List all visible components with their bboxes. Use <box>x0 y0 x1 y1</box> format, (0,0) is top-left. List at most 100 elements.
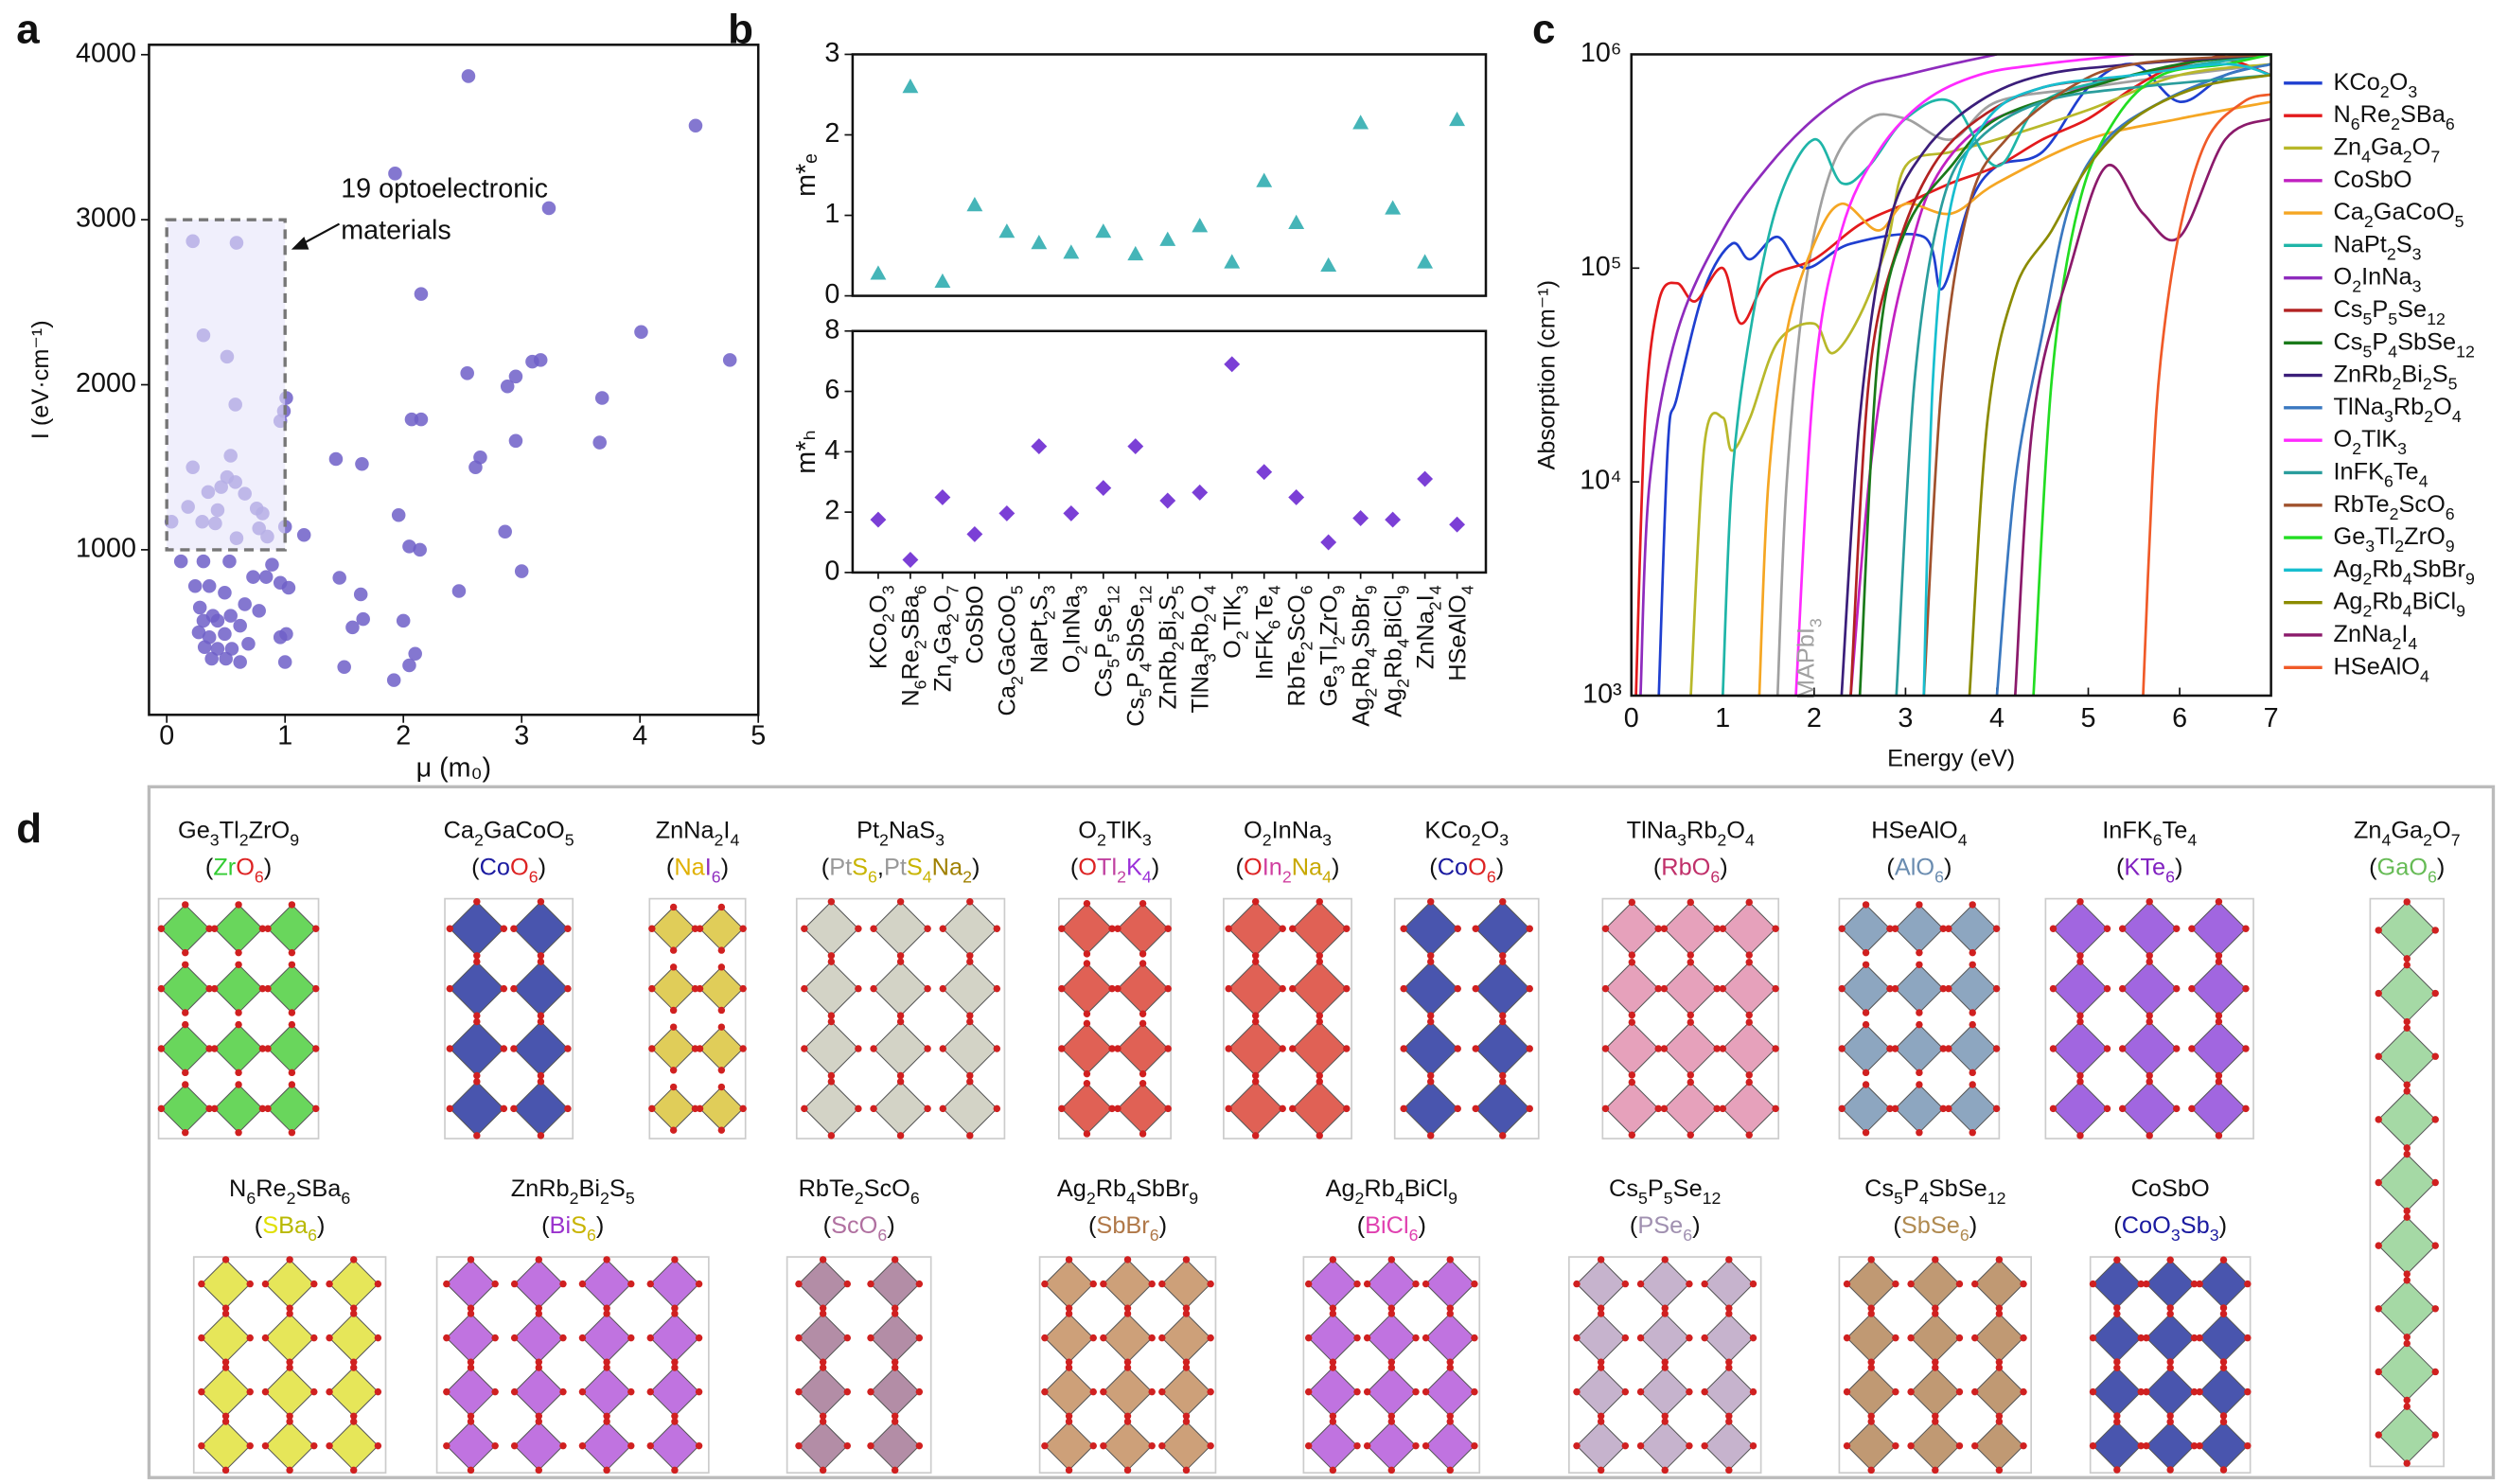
atom <box>1316 952 1323 960</box>
atom <box>669 1083 678 1091</box>
polyhedron-part: Tl2 <box>1097 854 1126 886</box>
atom <box>537 1132 545 1140</box>
atom <box>2431 1178 2439 1187</box>
atom <box>1499 1012 1507 1019</box>
atom <box>326 1334 333 1342</box>
polyhedron <box>1424 1421 1475 1472</box>
atom <box>1387 1256 1396 1263</box>
atom <box>312 1045 320 1052</box>
atom <box>467 1412 475 1421</box>
atom <box>801 984 808 993</box>
atom <box>1772 1104 1779 1113</box>
atom <box>1251 1078 1260 1086</box>
point <box>508 369 523 384</box>
point <box>281 580 296 595</box>
atom <box>1969 1069 1976 1077</box>
atom <box>870 1104 877 1113</box>
atom <box>2049 1104 2058 1113</box>
atom <box>1472 1104 1479 1113</box>
atom <box>535 1364 543 1371</box>
marker <box>1385 200 1402 215</box>
atom <box>1400 984 1407 993</box>
atom <box>2190 1334 2199 1342</box>
polyhedron <box>1894 963 1944 1014</box>
point <box>356 611 370 627</box>
polyhedron <box>804 1020 859 1077</box>
atom <box>627 1280 635 1288</box>
atom <box>1628 959 1636 966</box>
atom <box>827 1078 836 1086</box>
atom <box>2188 925 2196 932</box>
atom <box>1628 1071 1636 1079</box>
atom <box>1687 951 1694 959</box>
polyhedron-part: S6 <box>571 1212 596 1245</box>
legend-label: Cs5P4SbSe12 <box>2334 328 2475 361</box>
atom <box>843 1334 852 1342</box>
polyhedron <box>1044 1313 1094 1363</box>
polyhedron <box>1846 1259 1897 1309</box>
polyhedron <box>2052 1020 2109 1077</box>
polyhedron-part: Na4 <box>1292 854 1332 886</box>
atom <box>924 984 931 993</box>
atom <box>2431 927 2439 934</box>
atom <box>915 1441 924 1450</box>
atom <box>2146 1017 2153 1026</box>
polyhedron-part: ( <box>821 854 830 880</box>
atom <box>795 1280 803 1288</box>
atom <box>1454 984 1461 993</box>
atom <box>891 1358 899 1366</box>
marker <box>1417 254 1434 269</box>
atom <box>2375 1305 2382 1313</box>
atom <box>896 1078 905 1086</box>
atom <box>446 1045 454 1052</box>
atom <box>1932 1364 1939 1371</box>
atom <box>891 1364 899 1371</box>
point <box>541 201 556 216</box>
marker <box>1159 231 1176 246</box>
atom <box>1139 1010 1147 1017</box>
polyhedron <box>1061 902 1113 955</box>
point <box>386 673 401 687</box>
y-tick-label: 0 <box>824 556 839 586</box>
atom <box>182 1069 189 1077</box>
atom <box>2403 1459 2411 1467</box>
atom <box>671 1358 679 1366</box>
polyhedron <box>2199 1259 2249 1309</box>
atom <box>312 984 320 993</box>
atom <box>1916 1081 1923 1088</box>
polyhedron <box>1475 961 1530 1016</box>
atom <box>1158 1441 1166 1450</box>
atom <box>2190 1441 2199 1450</box>
legend-label: Zn4Ga2O7 <box>2334 133 2441 166</box>
atom <box>1472 1045 1479 1052</box>
point <box>196 613 211 628</box>
polyhedron <box>1604 1081 1659 1136</box>
atom <box>2113 1310 2121 1317</box>
atom <box>648 1104 656 1113</box>
point <box>279 627 293 642</box>
atom <box>443 1441 450 1450</box>
atom <box>2089 1441 2097 1450</box>
atom <box>1969 1020 1976 1029</box>
atom <box>1945 925 1952 932</box>
atom <box>646 1441 654 1450</box>
atom <box>603 1466 610 1475</box>
atom <box>1969 961 1976 969</box>
polyhedron <box>2146 1259 2196 1309</box>
atom <box>1083 899 1091 908</box>
atom <box>1995 1256 2004 1263</box>
polyhedron <box>1663 1081 1718 1136</box>
atom <box>1686 1334 1693 1342</box>
polyhedron <box>1292 1081 1348 1137</box>
polyhedron <box>804 901 859 957</box>
polyhedron <box>1604 901 1659 956</box>
atom <box>2166 1466 2174 1474</box>
atom <box>827 898 836 906</box>
polyhedron <box>1576 1313 1627 1363</box>
polyhedron-part: ( <box>1357 1212 1366 1239</box>
structure-title: O2TlK3 <box>1078 817 1152 849</box>
atom <box>2089 1334 2097 1342</box>
atom <box>578 1441 587 1450</box>
atom <box>669 1126 678 1134</box>
atom <box>1939 925 1947 932</box>
